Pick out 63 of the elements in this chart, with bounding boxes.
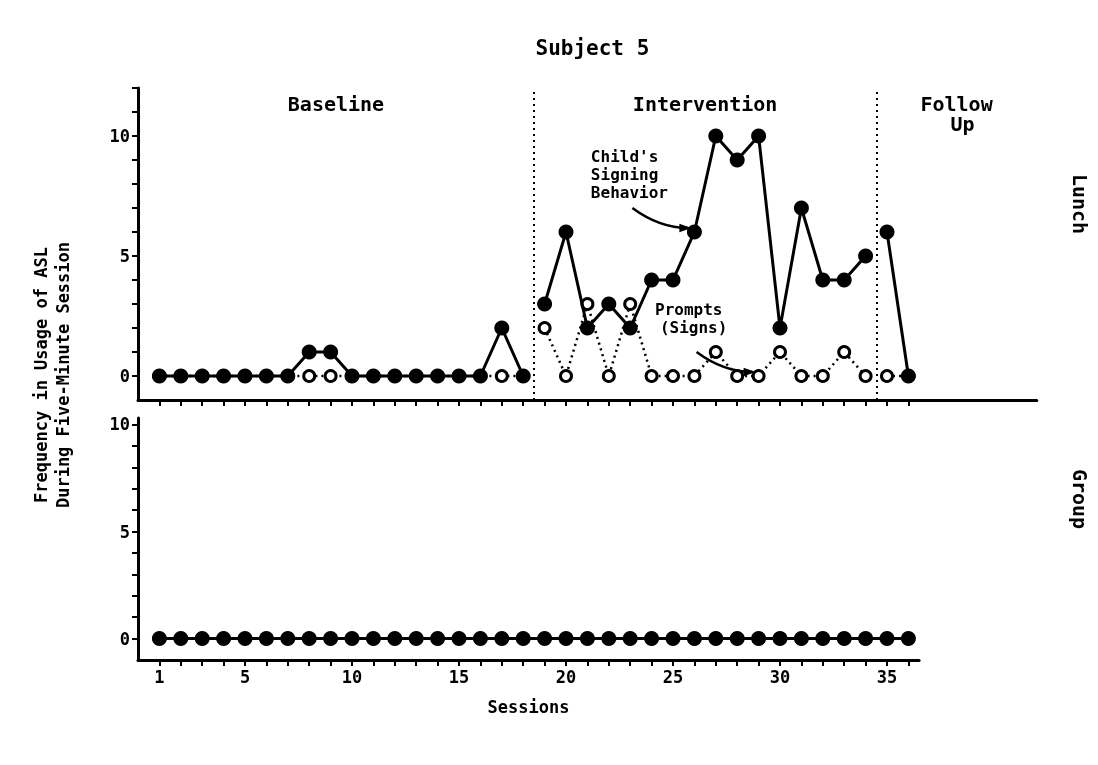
point [730,369,745,383]
point [729,152,745,168]
y-axis-title: Frequency in Usage of ASL During Five-Minute Session [30,240,74,511]
x-tick-label: 20 [555,666,577,687]
point [494,369,509,383]
point [323,344,339,360]
annotation: Child's Signing Behavior [590,146,668,202]
annotation: Follow Up [920,92,994,136]
point [601,296,617,312]
x-axis-title: Sessions [487,696,570,717]
point [579,320,595,336]
point [537,296,553,312]
point [708,345,723,359]
y-tick-label: 5 [119,246,130,266]
point [837,345,852,359]
y-tick-label: 10 [109,414,130,435]
chart-title: Subject 5 [535,35,650,60]
point [623,297,638,311]
point [858,369,873,383]
point [558,224,574,240]
x-tick-label: 35 [876,666,898,687]
point [301,344,317,360]
point [751,369,766,383]
y-tick-label: 0 [119,628,130,649]
y-tick-label: 10 [109,126,130,146]
point [537,321,552,335]
point [644,369,659,383]
point [858,248,874,264]
point [622,320,638,336]
x-tick-label: 1 [154,666,165,687]
point [666,369,680,383]
x-tick-label: 30 [769,666,791,687]
point [751,128,767,144]
point [794,369,809,383]
point [494,320,510,336]
point [559,369,573,383]
point [880,369,894,383]
point [772,320,788,336]
point [644,272,660,288]
text: Group [1068,468,1092,530]
point [323,369,338,383]
x-tick-label: 15 [448,666,470,687]
text: Lunch [1068,173,1092,235]
x-tick-label: 10 [341,666,363,687]
x-tick-label: 5 [239,666,251,687]
point [815,272,831,288]
point [773,345,787,359]
point [687,369,702,383]
point [665,272,681,288]
x-tick-label: 25 [662,666,684,687]
point [879,224,895,240]
annotation: Intervention [632,92,778,116]
point [793,200,809,216]
point [815,369,830,383]
y-tick-label: 0 [119,366,130,386]
annotation: Prompts (Signs) [655,299,733,337]
point [302,369,317,383]
point [708,128,724,144]
y-tick-label: 5 [119,521,130,542]
annotation: Baseline [287,92,385,116]
point [836,272,852,288]
point [601,369,616,383]
point [686,224,702,240]
